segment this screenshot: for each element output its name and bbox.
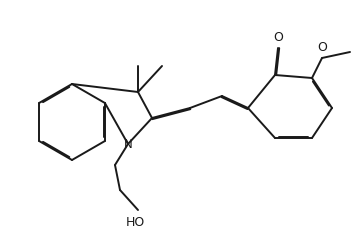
Text: HO: HO	[125, 216, 145, 229]
Text: O: O	[273, 31, 283, 44]
Text: O: O	[317, 41, 327, 54]
Text: N: N	[124, 138, 132, 150]
